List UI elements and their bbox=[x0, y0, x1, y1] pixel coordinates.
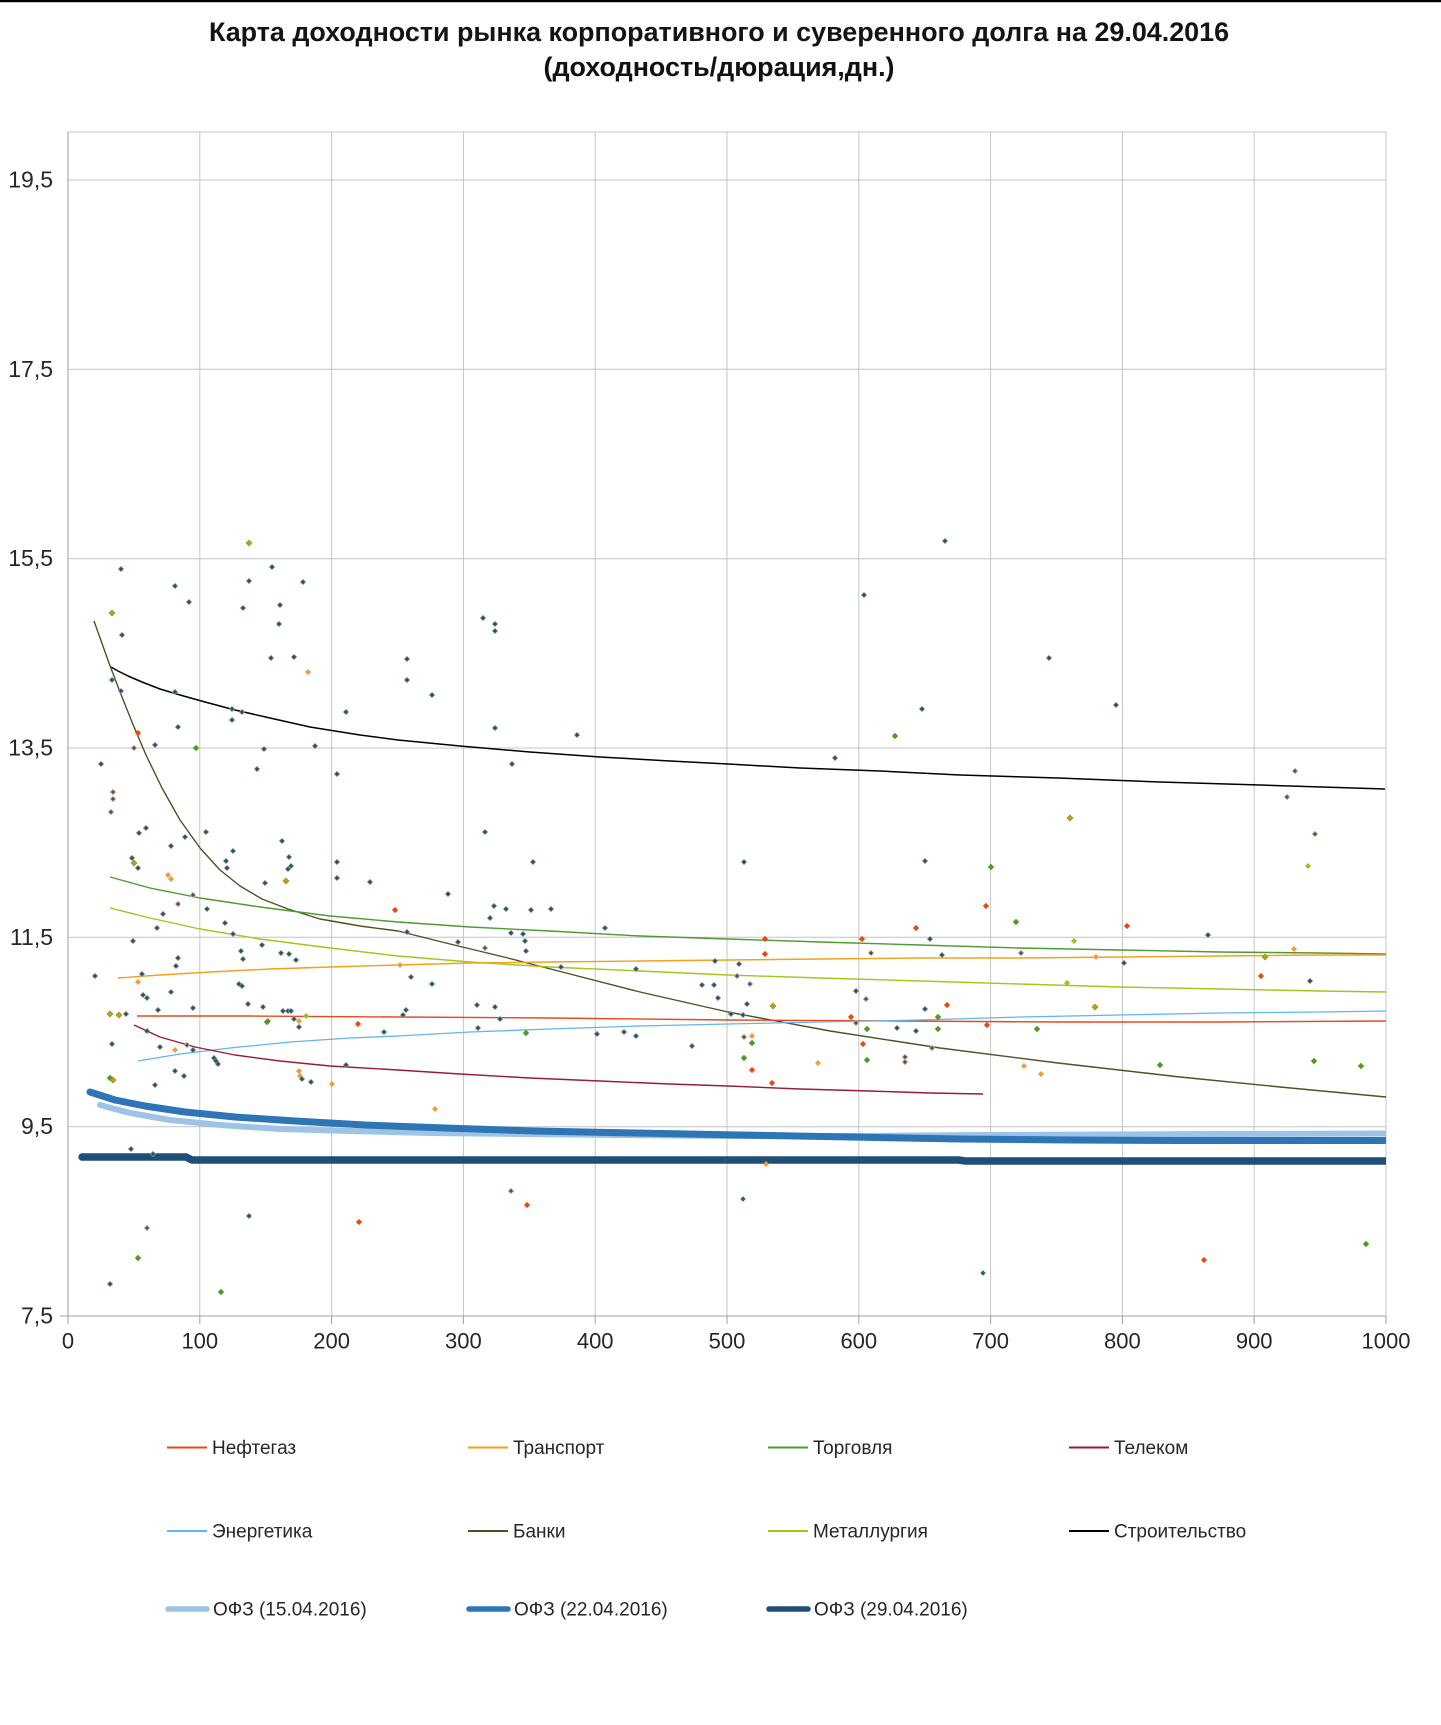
svg-text:Транспорт: Транспорт bbox=[513, 1438, 605, 1459]
svg-text:19,5: 19,5 bbox=[8, 167, 53, 193]
svg-text:900: 900 bbox=[1236, 1329, 1273, 1354]
svg-text:ОФЗ (29.04.2016): ОФЗ (29.04.2016) bbox=[814, 1600, 968, 1621]
svg-text:Телеком: Телеком bbox=[1114, 1438, 1188, 1459]
svg-text:800: 800 bbox=[1104, 1329, 1141, 1354]
svg-text:11,5: 11,5 bbox=[10, 924, 53, 950]
svg-text:13,5: 13,5 bbox=[8, 735, 53, 761]
svg-text:(доходность/дюрация,дн.): (доходность/дюрация,дн.) bbox=[543, 52, 894, 82]
svg-text:15,5: 15,5 bbox=[8, 545, 53, 571]
svg-text:9,5: 9,5 bbox=[21, 1113, 53, 1139]
svg-text:1000: 1000 bbox=[1362, 1329, 1411, 1354]
svg-text:Нефтегаз: Нефтегаз bbox=[212, 1438, 296, 1459]
svg-text:0: 0 bbox=[62, 1329, 74, 1354]
svg-text:ОФЗ (22.04.2016): ОФЗ (22.04.2016) bbox=[514, 1600, 668, 1621]
svg-text:700: 700 bbox=[972, 1329, 1009, 1354]
svg-text:ОФЗ (15.04.2016): ОФЗ (15.04.2016) bbox=[213, 1600, 367, 1621]
svg-text:Торговля: Торговля bbox=[813, 1438, 892, 1459]
svg-text:Строительство: Строительство bbox=[1114, 1522, 1246, 1543]
svg-text:Энергетика: Энергетика bbox=[212, 1522, 313, 1543]
svg-text:500: 500 bbox=[709, 1329, 746, 1354]
svg-text:400: 400 bbox=[577, 1329, 614, 1354]
svg-text:200: 200 bbox=[313, 1329, 350, 1354]
svg-text:Банки: Банки bbox=[513, 1522, 565, 1543]
svg-text:17,5: 17,5 bbox=[8, 356, 53, 382]
svg-text:Металлургия: Металлургия bbox=[813, 1522, 928, 1543]
svg-text:300: 300 bbox=[445, 1329, 482, 1354]
svg-text:7,5: 7,5 bbox=[21, 1303, 53, 1329]
svg-text:100: 100 bbox=[181, 1329, 218, 1354]
svg-text:Карта доходности рынка корпора: Карта доходности рынка корпоративного и … bbox=[209, 17, 1229, 47]
svg-text:600: 600 bbox=[840, 1329, 877, 1354]
